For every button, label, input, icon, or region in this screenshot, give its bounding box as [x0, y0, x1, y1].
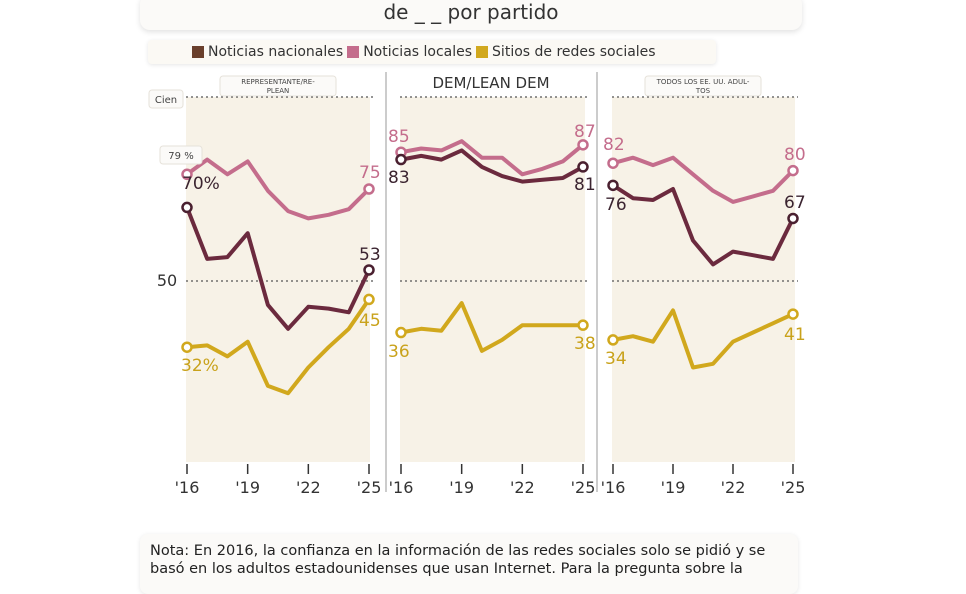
series-line: [611, 308, 795, 370]
data-label-end: 45: [359, 311, 381, 331]
data-label-start: 36: [388, 342, 410, 362]
endpoint-marker: [607, 334, 619, 346]
endpoint-marker: [395, 153, 407, 166]
value-chip: [159, 145, 203, 165]
x-tick-label: '19: [661, 478, 686, 497]
series-line: [399, 148, 585, 184]
y-label-chip: [148, 89, 184, 109]
panel-label-line1: REPRESENTANTE/RE-: [241, 78, 315, 86]
endpoint-marker: [363, 293, 375, 306]
panel-label-box: [644, 75, 762, 97]
data-label-start: 82: [603, 135, 625, 155]
legend-item-social: Sitios de redes sociales: [476, 44, 656, 60]
series-line: [611, 155, 795, 204]
legend-swatch-local: [347, 46, 360, 58]
panel-background: [400, 97, 585, 462]
panel-label-line2: TOS: [695, 87, 711, 95]
chart-legend: Noticias nacionales Noticias locales Sit…: [148, 40, 716, 64]
endpoint-marker: [787, 212, 799, 225]
panel-background: [612, 97, 795, 462]
endpoint-marker: [181, 168, 193, 181]
endpoint-marker: [577, 319, 589, 331]
endpoint-marker: [787, 308, 799, 320]
data-label-end: 75: [359, 163, 381, 183]
endpoint-marker: [607, 179, 619, 192]
panel-label-line2: PLEAN: [267, 87, 290, 95]
x-tick-label: '16: [175, 478, 200, 497]
data-label-start: 83: [388, 168, 410, 188]
legend-swatch-social: [476, 46, 489, 58]
endpoint-marker: [363, 264, 375, 276]
data-label-start: 32%: [181, 356, 219, 376]
series-line: [611, 183, 795, 267]
x-tick-label: '16: [601, 478, 626, 497]
legend-label-national: Noticias nacionales: [208, 44, 344, 60]
endpoint-marker: [577, 161, 589, 173]
panel-label: DEM/LEAN DEM: [432, 74, 549, 92]
data-label-end: 87: [574, 122, 596, 142]
first-value-label: 79 %: [168, 151, 193, 162]
endpoint-marker: [577, 139, 589, 151]
y-tick-100: Cien: [155, 95, 177, 106]
x-tick-label: '22: [296, 478, 321, 497]
data-label-end: 67: [784, 193, 806, 213]
x-tick-label: '19: [449, 478, 474, 497]
series-line: [185, 297, 371, 396]
chart-note: Nota: En 2016, la confianza en la inform…: [140, 534, 798, 594]
x-tick-label: '19: [235, 478, 260, 497]
endpoint-marker: [607, 157, 619, 169]
x-tick-label: '22: [510, 478, 535, 497]
series-line: [399, 139, 585, 177]
chart-title-card: de _ _ por partido: [140, 0, 802, 30]
data-label-end: 41: [784, 325, 806, 345]
endpoint-marker: [787, 164, 799, 177]
legend-item-local: Noticias locales: [347, 44, 472, 60]
endpoint-marker: [363, 183, 375, 195]
endpoint-marker: [181, 341, 193, 353]
x-tick-label: '25: [571, 478, 596, 497]
y-tick-50: 50: [157, 271, 177, 290]
data-label-start: 34: [605, 349, 627, 369]
x-tick-label: '25: [781, 478, 806, 497]
data-label-start: 70%: [182, 174, 220, 194]
endpoint-marker: [395, 146, 407, 158]
legend-item-national: Noticias nacionales: [192, 44, 343, 60]
note-text: Nota: En 2016, la confianza en la inform…: [150, 543, 766, 577]
data-label-start: 76: [605, 195, 627, 215]
legend-swatch-national: [192, 46, 204, 58]
x-tick-label: '16: [389, 478, 414, 497]
x-tick-label: '25: [357, 478, 382, 497]
data-label-start: 85: [388, 127, 410, 147]
data-label-end: 81: [574, 175, 596, 195]
endpoint-marker: [395, 326, 407, 339]
panel-background: [186, 97, 370, 462]
line-chart: 50 '16 '19 '22 '25 REPRESENTANTE/RE-PLEAN 70% 5…: [148, 72, 806, 497]
series-line: [399, 301, 585, 353]
data-label-end: 53: [359, 245, 381, 265]
data-label-end: 38: [574, 334, 596, 354]
legend-label-local: Noticias locales: [363, 44, 473, 60]
panel-label-line1: TODOS LOS EE. UU. ADUL-: [656, 78, 750, 86]
legend-label-social: Sitios de redes sociales: [492, 44, 656, 60]
series-line: [185, 157, 371, 221]
endpoint-marker: [181, 201, 193, 214]
panel-label-box: [219, 75, 337, 97]
data-label-end: 80: [784, 145, 806, 165]
chart-title: de _ _ por partido: [383, 0, 559, 24]
x-tick-label: '22: [721, 478, 746, 497]
series-line: [185, 205, 371, 331]
